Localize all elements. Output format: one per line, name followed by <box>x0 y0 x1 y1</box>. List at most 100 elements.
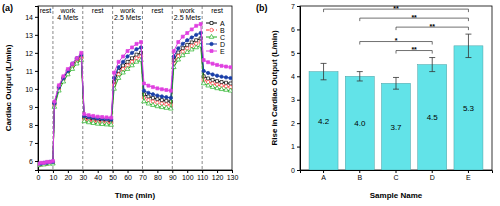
tick: 12 <box>25 50 38 57</box>
legend-swatch <box>206 51 217 52</box>
phase-label: work4 Mets <box>57 7 79 21</box>
error-bar <box>465 34 471 57</box>
tick: 13 <box>25 32 38 39</box>
legend-marker <box>210 22 213 25</box>
marker <box>216 63 219 66</box>
marker <box>142 89 145 92</box>
tick-label: B <box>357 174 362 181</box>
tick: 0 <box>37 170 41 181</box>
tick: 30 <box>79 170 87 181</box>
marker <box>147 84 150 87</box>
tick-mark <box>297 100 300 101</box>
marker <box>177 41 180 44</box>
marker <box>181 35 184 38</box>
y-axis-title: Cardiac Output (L/min) <box>4 44 13 131</box>
marker <box>202 59 205 62</box>
significance-bracket: ** <box>360 14 469 22</box>
marker <box>186 43 189 46</box>
marker <box>201 81 206 85</box>
marker <box>109 122 114 126</box>
marker <box>202 69 205 72</box>
error-bar-cap <box>429 57 435 58</box>
phase-label-line: 2.5 Mets <box>174 14 201 21</box>
tick-mark <box>142 170 143 173</box>
tick: 120 <box>212 170 224 181</box>
tick-label: 5 <box>291 50 295 57</box>
tick-label: 1 <box>291 143 295 150</box>
marker <box>142 82 145 85</box>
error-bar-cap <box>357 80 363 81</box>
axis: 0102030405060708090100110120130 <box>37 170 239 181</box>
marker <box>194 33 197 36</box>
tick-label: 130 <box>227 174 239 181</box>
marker <box>172 50 175 53</box>
marker <box>211 62 214 65</box>
tick-mark <box>297 6 300 7</box>
phase-label-line: rest <box>211 7 223 14</box>
marker <box>126 50 129 53</box>
error-bar-cap <box>321 63 327 64</box>
phase-boundary <box>202 6 203 170</box>
tick-mark <box>232 170 233 173</box>
marker <box>195 24 198 27</box>
tick-label: 14 <box>25 14 33 21</box>
data-label: 4.5 <box>427 113 439 122</box>
tick: 40 <box>94 170 102 181</box>
data-label: 4.0 <box>354 119 366 128</box>
marker <box>194 45 199 49</box>
marker <box>147 95 150 98</box>
tick: 1 <box>291 143 300 150</box>
tick: 10 <box>25 86 38 93</box>
significance-label: ** <box>411 14 417 21</box>
tick: 5 <box>291 50 300 57</box>
phase-label-line: 2.5 Mets <box>114 14 141 21</box>
panel-title: (b) <box>256 3 268 13</box>
tick-label: 11 <box>26 68 33 75</box>
tick-label: 3 <box>291 96 295 103</box>
marker <box>101 116 104 119</box>
figure: (a)Time (min)Cardiac Output (L/min)01020… <box>0 0 500 206</box>
marker <box>186 39 189 42</box>
tick-mark <box>53 170 54 173</box>
legend-label: E <box>220 48 225 55</box>
marker <box>95 121 100 125</box>
tick: 8 <box>29 122 38 129</box>
series-line <box>38 38 231 164</box>
marker <box>39 161 42 164</box>
tick-label: A <box>321 174 326 181</box>
marker <box>165 99 168 102</box>
marker <box>71 62 74 65</box>
marker <box>45 161 48 164</box>
tick-label: 110 <box>197 174 208 181</box>
marker <box>207 61 210 64</box>
axis-line <box>297 7 301 171</box>
tick-label: 50 <box>109 174 117 181</box>
marker <box>216 80 219 83</box>
marker <box>122 64 125 67</box>
tick-label: 2 <box>291 120 295 127</box>
marker <box>164 105 169 109</box>
significance-bracket: ** <box>324 5 469 13</box>
tick-label: 6 <box>29 158 33 165</box>
tick-mark <box>35 53 38 54</box>
tick: 20 <box>64 170 72 181</box>
marker <box>121 60 124 63</box>
tick-mark <box>35 161 38 162</box>
marker <box>165 88 168 91</box>
marker <box>53 100 56 103</box>
marker <box>169 89 172 92</box>
marker <box>147 91 150 94</box>
tick: 0 <box>291 167 300 174</box>
plot-frame <box>300 6 492 170</box>
marker <box>220 75 223 78</box>
marker <box>160 95 163 98</box>
marker <box>177 51 180 54</box>
error-bar-cap <box>429 71 435 72</box>
tick-label: 7 <box>29 140 33 147</box>
tick: 7 <box>291 3 300 10</box>
marker <box>83 113 86 116</box>
tick: 9 <box>29 104 38 111</box>
legend-entry: D <box>206 41 225 48</box>
tick: 10 <box>50 170 58 181</box>
phase-label: work2.5 Mets <box>174 7 201 21</box>
